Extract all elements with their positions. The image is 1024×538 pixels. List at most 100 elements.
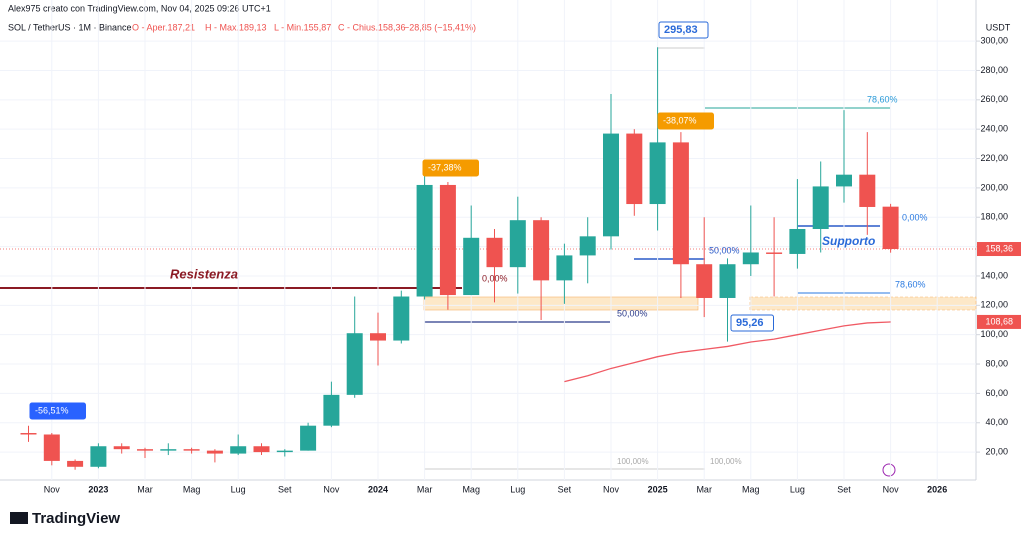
y-tick-label: 60,00 bbox=[985, 388, 1008, 398]
support-zone bbox=[423, 296, 699, 311]
candle-body bbox=[439, 184, 456, 296]
candle-body bbox=[463, 237, 480, 296]
annotation: 95,26 bbox=[736, 317, 764, 329]
y-tick-label: 240,00 bbox=[980, 124, 1008, 134]
candle-body bbox=[533, 220, 550, 281]
annotation: -37,38% bbox=[428, 162, 462, 172]
annotation: Supporto bbox=[822, 234, 875, 248]
candle-body bbox=[230, 446, 247, 454]
candle-body bbox=[556, 255, 573, 281]
annotation-box bbox=[29, 402, 86, 420]
annotation: 50,00% bbox=[709, 245, 740, 255]
candle-body bbox=[393, 296, 410, 341]
x-tick-label: Mag bbox=[183, 484, 201, 494]
symbol: SOL / TetherUS · 1M · Binance bbox=[8, 22, 132, 32]
y-tick-label: 140,00 bbox=[980, 270, 1008, 280]
x-tick-label: Lug bbox=[790, 484, 805, 494]
ohlc-open: O - Aper.187,21 bbox=[132, 22, 195, 32]
candle-body bbox=[882, 206, 899, 250]
logo-icon bbox=[10, 512, 28, 524]
price-label-box bbox=[977, 314, 1021, 329]
annotation: 50,00% bbox=[617, 308, 648, 318]
annotation: 78,60% bbox=[867, 94, 898, 104]
brand: TradingView bbox=[32, 510, 120, 527]
x-tick-label: Mag bbox=[462, 484, 480, 494]
price-label-box bbox=[977, 242, 1021, 257]
x-tick-label: Nov bbox=[44, 484, 61, 494]
candle-body bbox=[626, 133, 643, 205]
annotation: 100,00% bbox=[617, 457, 649, 466]
y-tick-label: 200,00 bbox=[980, 182, 1008, 192]
candle-body bbox=[300, 425, 317, 451]
candle-body bbox=[486, 237, 503, 268]
support-zone-ext bbox=[749, 296, 977, 311]
price-label: 108,68 bbox=[985, 316, 1013, 326]
annotation-box bbox=[658, 21, 709, 39]
candle-body bbox=[137, 449, 153, 451]
y-tick-label: 20,00 bbox=[985, 446, 1008, 456]
annotation: -38,07% bbox=[663, 115, 697, 125]
candle-body bbox=[696, 264, 713, 298]
candle-body bbox=[742, 252, 759, 265]
candle-body bbox=[579, 236, 596, 256]
y-tick-label: 220,00 bbox=[980, 153, 1008, 163]
x-tick-label: Mar bbox=[417, 484, 433, 494]
candle-body bbox=[206, 450, 223, 454]
x-tick-label: 2024 bbox=[368, 484, 388, 494]
candle-body bbox=[766, 252, 783, 254]
x-tick-label: Set bbox=[837, 484, 851, 494]
y-tick-label: 80,00 bbox=[985, 358, 1008, 368]
annotation-box bbox=[730, 314, 774, 332]
candle-body bbox=[67, 460, 84, 467]
annotation-box bbox=[422, 159, 479, 177]
candle-body bbox=[346, 333, 363, 395]
candle-body bbox=[183, 449, 200, 451]
y-tick-label: 40,00 bbox=[985, 417, 1008, 427]
candle-body bbox=[812, 186, 829, 229]
candle-body bbox=[649, 142, 666, 205]
x-tick-label: Mar bbox=[696, 484, 712, 494]
x-tick-label: 2025 bbox=[648, 484, 668, 494]
y-tick-label: 100,00 bbox=[980, 329, 1008, 339]
candle-body bbox=[603, 133, 619, 237]
annotation: 0,00% bbox=[482, 273, 508, 283]
x-tick-label: Set bbox=[558, 484, 572, 494]
candle-body bbox=[370, 333, 386, 341]
y-tick-label: 260,00 bbox=[980, 94, 1008, 104]
candle-body bbox=[20, 433, 37, 435]
x-tick-label: Nov bbox=[883, 484, 900, 494]
currency: USDT bbox=[986, 22, 1011, 32]
y-tick-label: 300,00 bbox=[980, 35, 1008, 45]
annotation: 0,00% bbox=[902, 212, 928, 222]
x-tick-label: Mag bbox=[742, 484, 760, 494]
candle-body bbox=[323, 394, 340, 426]
x-tick-label: 2026 bbox=[927, 484, 947, 494]
annotation: 100,00% bbox=[710, 457, 742, 466]
candle-body bbox=[113, 446, 130, 450]
candle-body bbox=[276, 450, 293, 453]
y-tick-label: 280,00 bbox=[980, 65, 1008, 75]
x-tick-label: Nov bbox=[603, 484, 620, 494]
x-tick-label: Lug bbox=[510, 484, 525, 494]
x-tick-label: Set bbox=[278, 484, 292, 494]
annotation: 295,83 bbox=[664, 24, 698, 36]
x-tick-label: Nov bbox=[323, 484, 340, 494]
ohlc-change: −28,85 (−15,41%) bbox=[404, 22, 476, 32]
candle-body bbox=[859, 174, 876, 207]
annotation-box bbox=[657, 112, 714, 130]
x-tick-label: 2023 bbox=[88, 484, 108, 494]
ohlc-high: H - Max.189,13 bbox=[205, 22, 267, 32]
candle-body bbox=[672, 142, 689, 265]
candle-body bbox=[90, 446, 107, 467]
y-tick-label: 120,00 bbox=[980, 300, 1008, 310]
candle-body bbox=[253, 446, 270, 453]
y-tick-label: 180,00 bbox=[980, 212, 1008, 222]
price-label: 158,36 bbox=[985, 243, 1013, 253]
candle-body bbox=[509, 220, 526, 268]
candle-body bbox=[836, 174, 852, 187]
credit: Alex975 creato con TradingView.com, Nov … bbox=[8, 3, 271, 13]
candle-body bbox=[789, 228, 806, 254]
